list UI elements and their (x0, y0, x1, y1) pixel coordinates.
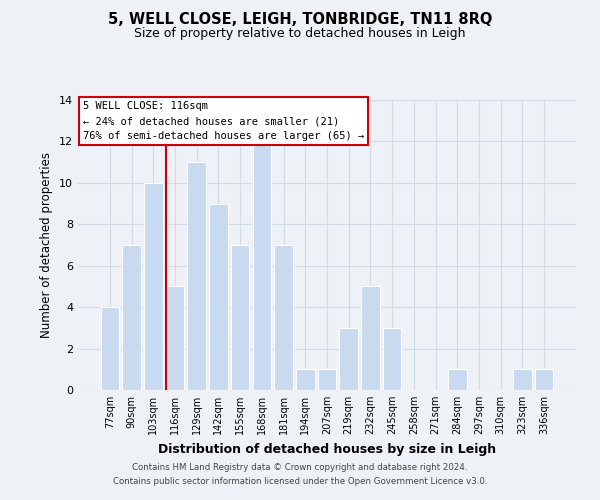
Bar (296, 370, 314, 390)
Bar (448, 370, 467, 390)
Bar (166, 286, 184, 390)
Bar (101, 307, 119, 390)
Bar (209, 204, 227, 390)
Text: Size of property relative to detached houses in Leigh: Size of property relative to detached ho… (134, 28, 466, 40)
Bar (144, 183, 163, 390)
Bar (535, 370, 553, 390)
Y-axis label: Number of detached properties: Number of detached properties (40, 152, 53, 338)
Bar (318, 370, 336, 390)
Text: 5 WELL CLOSE: 116sqm
← 24% of detached houses are smaller (21)
76% of semi-detac: 5 WELL CLOSE: 116sqm ← 24% of detached h… (83, 102, 364, 141)
Text: Contains public sector information licensed under the Open Government Licence v3: Contains public sector information licen… (113, 477, 487, 486)
Bar (361, 286, 380, 390)
Bar (231, 245, 250, 390)
Bar (122, 245, 141, 390)
X-axis label: Distribution of detached houses by size in Leigh: Distribution of detached houses by size … (158, 442, 496, 456)
Text: 5, WELL CLOSE, LEIGH, TONBRIDGE, TN11 8RQ: 5, WELL CLOSE, LEIGH, TONBRIDGE, TN11 8R… (108, 12, 492, 28)
Bar (340, 328, 358, 390)
Bar (274, 245, 293, 390)
Bar (253, 142, 271, 390)
Text: Contains HM Land Registry data © Crown copyright and database right 2024.: Contains HM Land Registry data © Crown c… (132, 464, 468, 472)
Bar (383, 328, 401, 390)
Bar (187, 162, 206, 390)
Bar (513, 370, 532, 390)
